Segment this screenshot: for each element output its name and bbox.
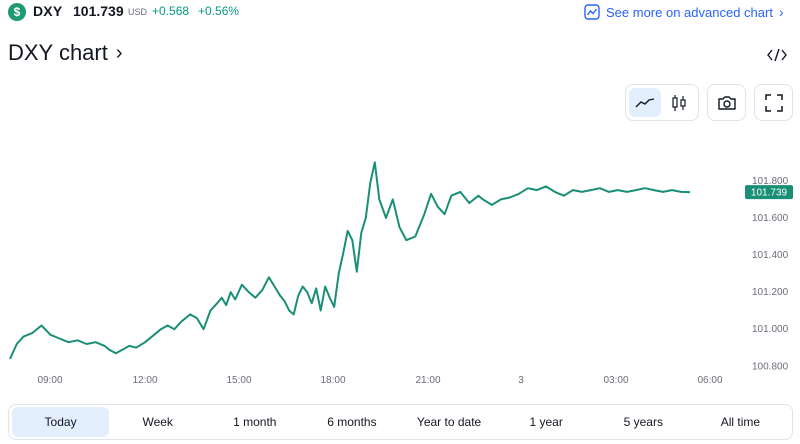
range-year-to-date[interactable]: Year to date [416,415,482,429]
y-tick-label: 101.200 [752,287,789,298]
chart-icon [584,4,600,20]
range-today[interactable]: Today [12,407,110,437]
x-tick-label: 18:00 [320,375,345,386]
fullscreen-icon [764,93,783,112]
candlestick-icon [672,94,686,111]
symbol: DXY [33,3,63,19]
camera-icon [717,95,736,110]
range-1-month[interactable]: 1 month [233,415,277,429]
chart-type-toggle [625,84,699,121]
x-tick-label: 06:00 [697,375,722,386]
advanced-chart-link[interactable]: See more on advanced chart › [584,2,784,22]
range-selector: Today Week 1 month 6 months Year to date 1 ye… [8,404,793,440]
x-tick-label: 03:00 [603,375,628,386]
range-all-time[interactable]: All time [720,415,761,429]
range-week[interactable]: Week [142,415,173,429]
fullscreen-button[interactable] [754,84,793,121]
advanced-chart-label: See more on advanced chart [606,4,773,20]
y-tick-label: 100.800 [752,361,789,372]
change-percent: +0.56% [198,4,240,18]
embed-code-icon[interactable] [766,46,788,64]
x-tick-label: 3 [518,375,524,386]
last-price-tag-bg [745,185,793,200]
x-tick-label: 15:00 [226,375,251,386]
last-price-tag: 101.739 [745,185,793,200]
chevron-right-icon: › [115,41,123,64]
x-tick-label: 12:00 [132,375,157,386]
line-chart-button[interactable] [629,88,661,117]
chevron-right-icon: › [778,4,784,20]
y-tick-label: 101.000 [752,324,789,335]
line-chart-icon [635,97,655,107]
last-price-tag-text: 101.739 [751,188,788,199]
y-tick-label: 101.400 [752,250,789,261]
change: +0.568 [152,4,190,18]
ticker-bar: $ DXY 101.739 USD +0.568 +0.56% See more… [0,0,800,24]
price-series-line [9,161,691,360]
chart-title-text: DXY chart [8,40,108,65]
price-chart[interactable]: 101.800 101.600 101.400 101.200 101.000 100.8… [0,125,800,395]
price: 101.739 [73,3,124,19]
x-tick-label: 21:00 [415,375,440,386]
dollar-coin-icon: $ [8,3,26,21]
y-tick-label: 101.800 [752,176,789,187]
chart-title[interactable]: DXY chart › [8,40,123,66]
y-tick-label: 101.600 [752,213,789,224]
candlestick-button[interactable] [663,88,695,117]
range-1-year[interactable]: 1 year [529,415,563,429]
currency: USD [128,7,148,17]
range-6-months[interactable]: 6 months [327,415,377,429]
range-5-years[interactable]: 5 years [623,415,663,429]
x-tick-label: 09:00 [37,375,62,386]
screenshot-button[interactable] [707,84,746,121]
